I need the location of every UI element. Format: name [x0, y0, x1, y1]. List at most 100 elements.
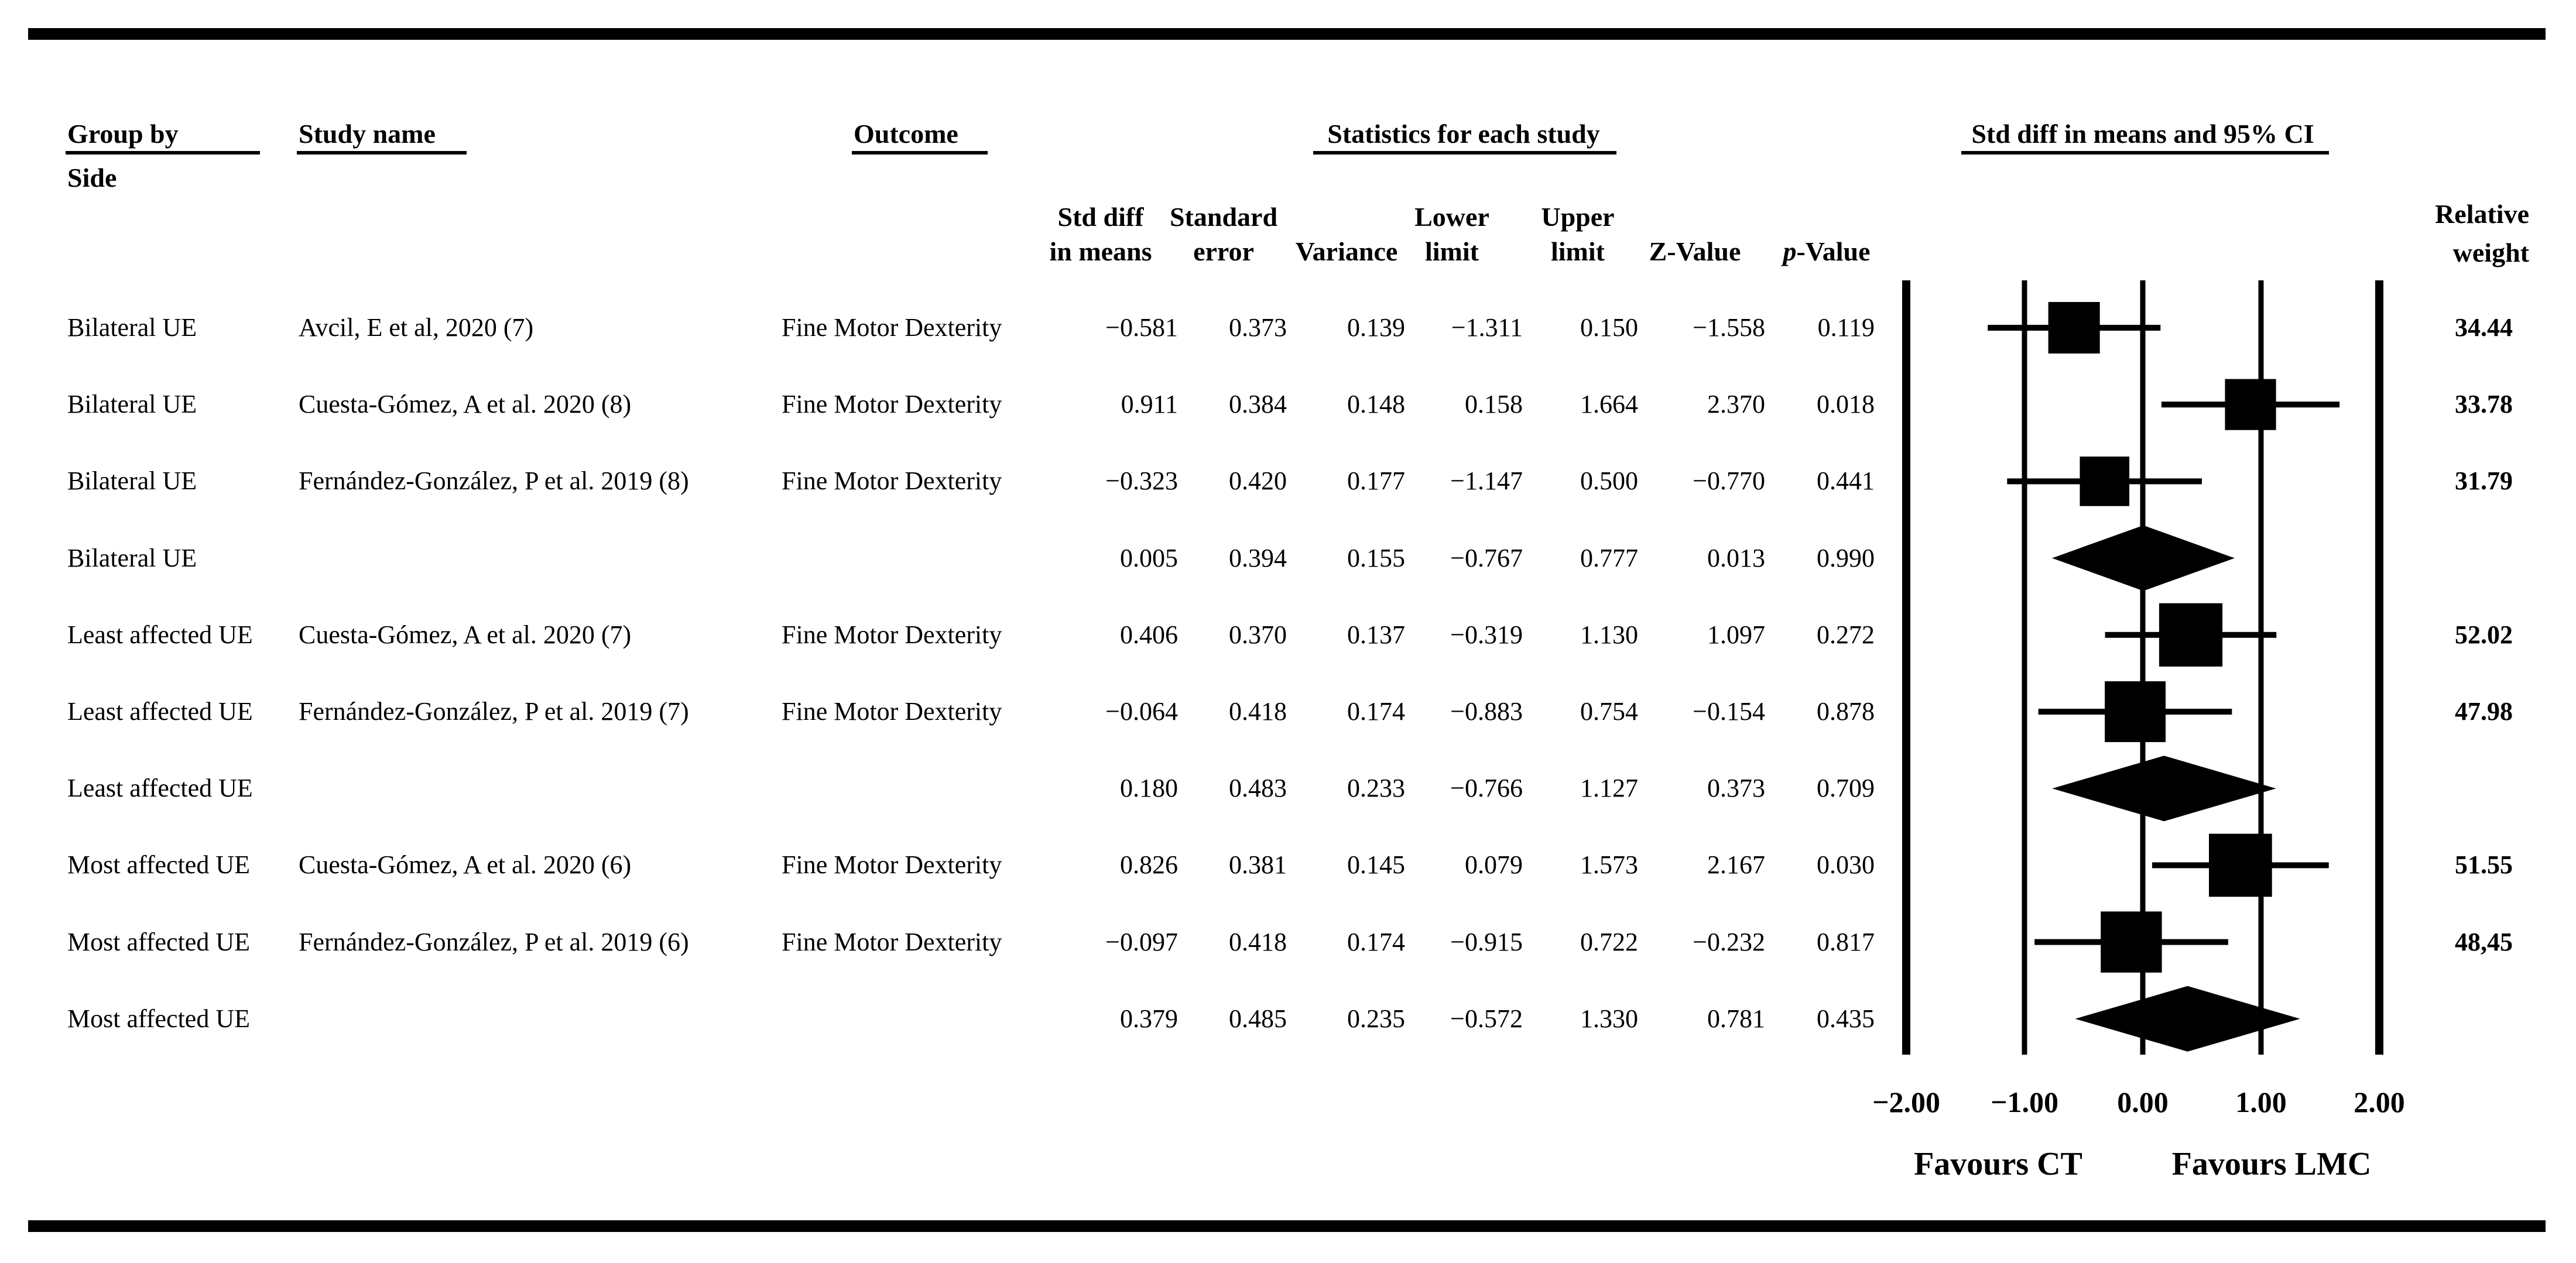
stat-cell: −0.770 — [1693, 466, 1765, 496]
stat-cell: 0.394 — [1229, 543, 1287, 572]
stat-cell: 1.097 — [1707, 620, 1765, 649]
ci-header: Std diff in means and 95% CI — [1971, 119, 2314, 149]
x-tick-label: −2.00 — [1872, 1086, 1940, 1118]
stat-cell: 0.500 — [1580, 466, 1638, 496]
stat-cell: −0.883 — [1450, 697, 1523, 726]
stat-col-header-line1: Standard — [1169, 202, 1278, 232]
row-outcome-label: Fine Motor Dexterity — [782, 850, 1002, 880]
stat-cell: −0.915 — [1450, 927, 1523, 956]
relative-weight-value: 33.78 — [2455, 390, 2513, 419]
outcome-header: Outcome — [854, 119, 958, 149]
stat-col-header-line2: limit — [1551, 236, 1605, 266]
relative-weight-value: 31.79 — [2455, 466, 2513, 496]
bottom-rule — [28, 1220, 2546, 1232]
stat-cell: 0.079 — [1465, 850, 1523, 880]
stat-cell: −0.323 — [1105, 466, 1178, 496]
summary-diamond — [2052, 525, 2235, 591]
relative-weight-value: 52.02 — [2455, 620, 2513, 649]
stat-cell: 0.483 — [1229, 774, 1287, 803]
row-outcome-label: Fine Motor Dexterity — [782, 390, 1002, 419]
group-by-header: Group by — [67, 119, 179, 149]
gridline — [2375, 280, 2383, 1055]
effect-square — [2101, 911, 2162, 973]
effect-square — [2048, 301, 2100, 354]
stat-cell: 0.441 — [1817, 466, 1875, 496]
stat-col-header-line2: in means — [1049, 236, 1152, 266]
effect-square — [2105, 681, 2166, 742]
relative-weight-header-line1: Relative — [2435, 199, 2529, 229]
stat-cell: −0.154 — [1693, 697, 1765, 726]
stat-cell: 0.018 — [1817, 390, 1875, 419]
stat-cell: 0.435 — [1817, 1004, 1875, 1033]
group-by-underline — [66, 151, 260, 155]
stat-cell: −0.767 — [1450, 543, 1523, 572]
row-outcome-label: Fine Motor Dexterity — [782, 927, 1002, 956]
stat-cell: 0.373 — [1707, 774, 1765, 803]
row-study-label: Avcil, E et al, 2020 (7) — [299, 313, 534, 342]
stat-cell: 0.005 — [1120, 543, 1178, 572]
stat-col-header-line2: error — [1193, 236, 1254, 266]
row-outcome-label: Fine Motor Dexterity — [782, 697, 1002, 726]
relative-weight-value: 47.98 — [2455, 697, 2513, 726]
stat-cell: −0.319 — [1450, 620, 1523, 649]
stat-cell: 0.030 — [1817, 850, 1875, 880]
row-study-label: Cuesta-Gómez, A et al. 2020 (8) — [299, 390, 632, 419]
stat-cell: 0.373 — [1229, 313, 1287, 342]
stat-cell: 0.878 — [1817, 697, 1875, 726]
stat-cell: 0.418 — [1229, 697, 1287, 726]
stat-cell: 0.990 — [1817, 543, 1875, 572]
stat-cell: 0.420 — [1229, 466, 1287, 496]
relative-weight-value: 48,45 — [2455, 927, 2513, 956]
stat-cell: −0.232 — [1693, 927, 1765, 956]
row-group-label: Bilateral UE — [67, 466, 197, 496]
stat-cell: 0.119 — [1817, 313, 1875, 342]
stat-cell: 0.826 — [1120, 850, 1178, 880]
row-outcome-label: Fine Motor Dexterity — [782, 466, 1002, 496]
stat-col-header-line2: limit — [1425, 236, 1479, 266]
stat-cell: 1.573 — [1580, 850, 1638, 880]
favours-right-label: Favours LMC — [2171, 1146, 2372, 1182]
outcome-underline — [852, 151, 988, 155]
stat-cell: 0.145 — [1347, 850, 1405, 880]
statistics-underline — [1313, 151, 1616, 155]
stat-col-header-line1: Upper — [1541, 202, 1615, 232]
x-tick-label: 2.00 — [2354, 1086, 2405, 1118]
stat-cell: 0.180 — [1120, 774, 1178, 803]
gridline — [2140, 280, 2146, 1055]
row-study-label: Fernández-González, P et al. 2019 (7) — [299, 697, 689, 726]
stat-cell: −1.558 — [1693, 313, 1765, 342]
top-rule — [28, 28, 2546, 40]
stat-cell: 0.418 — [1229, 927, 1287, 956]
x-tick-label: −1.00 — [1991, 1086, 2058, 1118]
stat-cell: 1.664 — [1580, 390, 1638, 419]
effect-square — [2159, 603, 2223, 667]
row-group-label: Most affected UE — [67, 850, 250, 880]
stat-cell: 0.013 — [1707, 543, 1765, 572]
stat-cell: 0.384 — [1229, 390, 1287, 419]
row-study-label: Cuesta-Gómez, A et al. 2020 (6) — [299, 850, 632, 880]
row-study-label: Cuesta-Gómez, A et al. 2020 (7) — [299, 620, 632, 649]
stat-cell: 0.754 — [1580, 697, 1638, 726]
stat-cell: 0.177 — [1347, 466, 1405, 496]
stat-cell: 0.233 — [1347, 774, 1405, 803]
relative-weight-value: 34.44 — [2455, 313, 2513, 342]
row-study-label: Fernández-González, P et al. 2019 (6) — [299, 927, 689, 956]
row-outcome-label: Fine Motor Dexterity — [782, 313, 1002, 342]
stat-cell: −0.572 — [1450, 1004, 1523, 1033]
stat-cell: 0.137 — [1347, 620, 1405, 649]
stat-cell: −1.311 — [1451, 313, 1523, 342]
row-group-label: Bilateral UE — [67, 390, 197, 419]
stat-col-header-line2: p-Value — [1783, 236, 1871, 266]
effect-square — [2225, 379, 2276, 430]
group-by-sub-header: Side — [67, 163, 117, 193]
stat-cell: −1.147 — [1450, 466, 1523, 496]
stat-col-header-line2: Variance — [1295, 236, 1398, 266]
row-group-label: Most affected UE — [67, 927, 250, 956]
x-tick-label: 0.00 — [2117, 1086, 2169, 1118]
effect-square — [2209, 833, 2272, 897]
stat-cell: 0.406 — [1120, 620, 1178, 649]
favours-left-label: Favours CT — [1914, 1146, 2082, 1182]
stat-cell: 1.130 — [1580, 620, 1638, 649]
row-outcome-label: Fine Motor Dexterity — [782, 620, 1002, 649]
